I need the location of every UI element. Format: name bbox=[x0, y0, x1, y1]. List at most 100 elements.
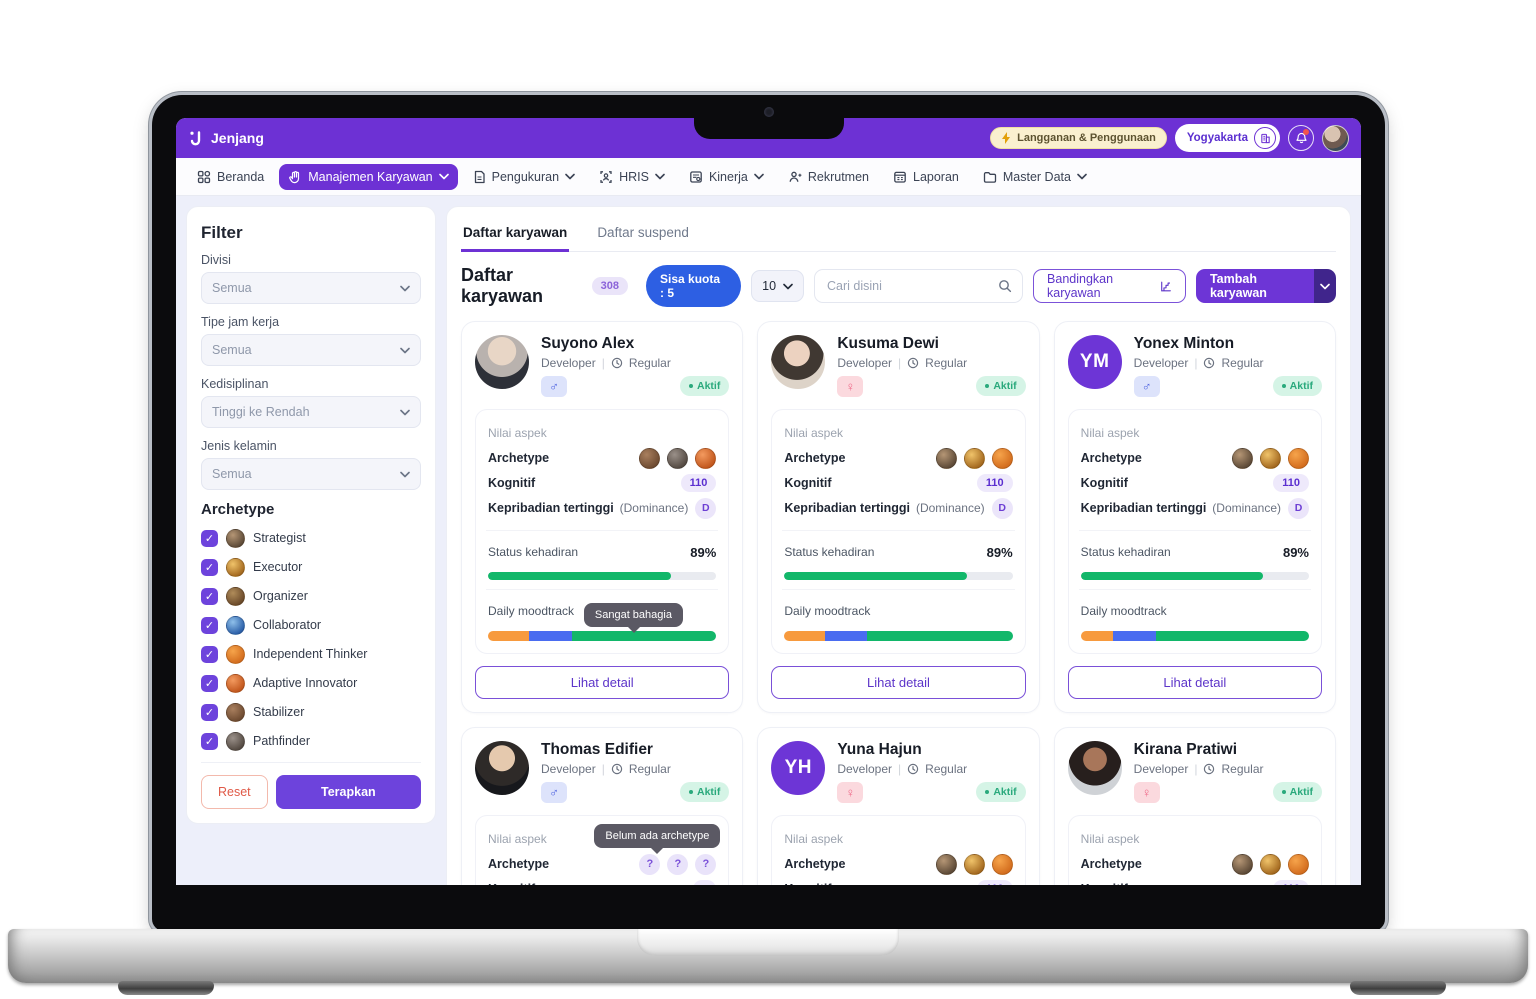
nav-item-laporan[interactable]: Laporan bbox=[884, 164, 968, 190]
nilai-aspek-label: Nilai aspek bbox=[784, 426, 844, 441]
archetype-animal-icon bbox=[1288, 447, 1309, 469]
jenjang-logo-icon bbox=[190, 131, 201, 146]
employee-photo-avatar bbox=[475, 740, 529, 795]
personality-note: (Dominance) bbox=[619, 501, 689, 516]
tipe-jam-kerja-select[interactable]: Semua bbox=[201, 334, 421, 366]
apply-button[interactable]: Terapkan bbox=[275, 775, 421, 809]
checkbox-checked[interactable]: ✓ bbox=[201, 616, 218, 634]
nav-label: Pengukuran bbox=[491, 169, 560, 184]
separator: | bbox=[1194, 355, 1198, 370]
archetype-animal-icon bbox=[935, 447, 957, 469]
main-nav: Beranda Manajemen Karyawan Pengukuran HR… bbox=[176, 158, 1361, 196]
aspect-panel: Nilai aspek Archetype bbox=[771, 814, 1026, 885]
checkbox-checked[interactable]: ✓ bbox=[201, 703, 218, 721]
executor-animal-icon bbox=[226, 557, 245, 577]
app-window: Jenjang Langganan & Penggunaan Yogyakart… bbox=[176, 118, 1361, 885]
add-employee-split-button[interactable]: Tambah karyawan bbox=[1195, 269, 1336, 303]
avatar-initials: YH bbox=[784, 756, 813, 778]
archetype-option-pathfinder[interactable]: ✓ Pathfinder bbox=[201, 730, 421, 752]
archetype-animal-icon bbox=[639, 447, 661, 469]
reset-button[interactable]: Reset bbox=[201, 775, 268, 809]
chevron-down-icon bbox=[438, 173, 449, 180]
clock-icon bbox=[611, 357, 623, 369]
add-employee-caret[interactable] bbox=[1314, 269, 1336, 303]
kedisiplinan-select[interactable]: Tinggi ke Rendah bbox=[201, 396, 421, 428]
nav-item-rekrutmen[interactable]: Rekrutmen bbox=[779, 164, 878, 190]
nav-item-pengukuran[interactable]: Pengukuran bbox=[464, 164, 584, 190]
archetype-option-collaborator[interactable]: ✓ Collaborator bbox=[201, 614, 421, 636]
search-box[interactable] bbox=[814, 269, 1024, 303]
attendance-label: Status kehadiran bbox=[488, 545, 579, 560]
divider bbox=[1078, 529, 1311, 531]
nilai-aspek-label: Nilai aspek bbox=[1080, 426, 1140, 441]
nav-item-hris[interactable]: HRIS bbox=[590, 164, 674, 190]
separator: | bbox=[898, 761, 902, 776]
moodtrack-bar bbox=[1080, 630, 1309, 641]
add-employee-button[interactable]: Tambah karyawan bbox=[1195, 269, 1315, 303]
nav-label: Kinerja bbox=[708, 169, 748, 184]
kognitif-score-badge: 110 bbox=[680, 474, 717, 493]
nav-label: Laporan bbox=[913, 169, 959, 184]
kognitif-row-label: Kognitif bbox=[488, 476, 536, 491]
chevron-down-icon bbox=[400, 285, 410, 291]
archetype-option-independent-thinker[interactable]: ✓ Independent Thinker bbox=[201, 643, 421, 665]
archetype-option-adaptive-innovator[interactable]: ✓ Adaptive Innovator bbox=[201, 672, 421, 694]
checkbox-checked[interactable]: ✓ bbox=[201, 645, 218, 663]
checkbox-checked[interactable]: ✓ bbox=[201, 732, 218, 750]
brand-logo[interactable]: Jenjang bbox=[188, 130, 264, 146]
compare-employees-button[interactable]: Bandingkan karyawan bbox=[1033, 269, 1186, 303]
attendance-bar bbox=[1080, 571, 1309, 580]
mood-segment-orange bbox=[488, 630, 530, 641]
nav-item-kinerja[interactable]: Kinerja bbox=[680, 164, 773, 190]
employee-card: Thomas Edifier Developer | Regular ♂ bbox=[461, 726, 744, 885]
brand-name: Jenjang bbox=[211, 130, 264, 146]
notifications-button[interactable] bbox=[1288, 125, 1314, 151]
view-detail-button[interactable]: Lihat detail bbox=[771, 665, 1026, 699]
jenis-kelamin-value: Semua bbox=[212, 467, 252, 481]
mood-segment-green bbox=[572, 630, 717, 641]
user-avatar[interactable] bbox=[1322, 124, 1349, 152]
employee-schedule: Regular bbox=[925, 761, 968, 776]
checkbox-checked[interactable]: ✓ bbox=[201, 674, 218, 692]
filter-title: Filter bbox=[201, 223, 243, 242]
divisi-select[interactable]: Semua bbox=[201, 272, 421, 304]
archetype-animal-icon bbox=[935, 853, 957, 875]
nav-item-manajemen-karyawan[interactable]: Manajemen Karyawan bbox=[279, 163, 458, 190]
personality-code-badge: D bbox=[1288, 497, 1309, 519]
chevron-down-icon bbox=[783, 283, 793, 289]
status-badge: Aktif bbox=[1272, 376, 1322, 397]
archetype-option-executor[interactable]: ✓ Executor bbox=[201, 556, 421, 578]
page-size-select[interactable]: 10 bbox=[751, 270, 805, 302]
nav-item-beranda[interactable]: Beranda bbox=[188, 164, 273, 190]
chevron-down-icon bbox=[655, 173, 665, 180]
checkbox-checked[interactable]: ✓ bbox=[201, 529, 218, 547]
archetype-option-strategist[interactable]: ✓ Strategist bbox=[201, 527, 421, 549]
checkbox-checked[interactable]: ✓ bbox=[201, 587, 218, 605]
kedisiplinan-value: Tinggi ke Rendah bbox=[212, 405, 310, 419]
aspect-panel: Nilai aspek Archetype bbox=[475, 408, 730, 654]
nav-item-master-data[interactable]: Master Data bbox=[974, 164, 1096, 190]
people-badge-icon bbox=[600, 170, 612, 183]
subscription-usage-button[interactable]: Langganan & Penggunaan bbox=[990, 127, 1167, 149]
kognitif-score-badge: 110 bbox=[976, 880, 1013, 885]
laptop-screen-bezel: Jenjang Langganan & Penggunaan Yogyakart… bbox=[152, 95, 1385, 931]
archetype-row-label: Archetype bbox=[1080, 857, 1142, 872]
clock-icon bbox=[1204, 357, 1215, 369]
employee-list-panel: Daftar karyawan Daftar suspend Daftar ka… bbox=[446, 206, 1351, 885]
tab-daftar-karyawan[interactable]: Daftar karyawan bbox=[461, 221, 570, 252]
jenis-kelamin-select[interactable]: Semua bbox=[201, 458, 421, 490]
archetype-row-label: Archetype bbox=[1080, 451, 1142, 466]
personality-code-badge: D bbox=[695, 497, 717, 519]
view-detail-button[interactable]: Lihat detail bbox=[1067, 665, 1322, 699]
tab-daftar-suspend[interactable]: Daftar suspend bbox=[597, 225, 689, 240]
app-body: Filter Divisi Semua Tipe jam kerja Semua… bbox=[176, 196, 1361, 885]
view-detail-button[interactable]: Lihat detail bbox=[475, 665, 730, 699]
checkbox-checked[interactable]: ✓ bbox=[201, 558, 218, 576]
location-selector[interactable]: Yogyakarta bbox=[1174, 124, 1280, 152]
employee-photo-avatar bbox=[475, 335, 529, 389]
archetype-option-organizer[interactable]: ✓ Organizer bbox=[201, 585, 421, 607]
field-label-tipe-jam-kerja: Tipe jam kerja bbox=[201, 315, 280, 329]
archetype-option-stabilizer[interactable]: ✓ Stabilizer bbox=[201, 701, 421, 723]
search-input[interactable] bbox=[825, 278, 991, 294]
divider bbox=[1078, 588, 1311, 590]
